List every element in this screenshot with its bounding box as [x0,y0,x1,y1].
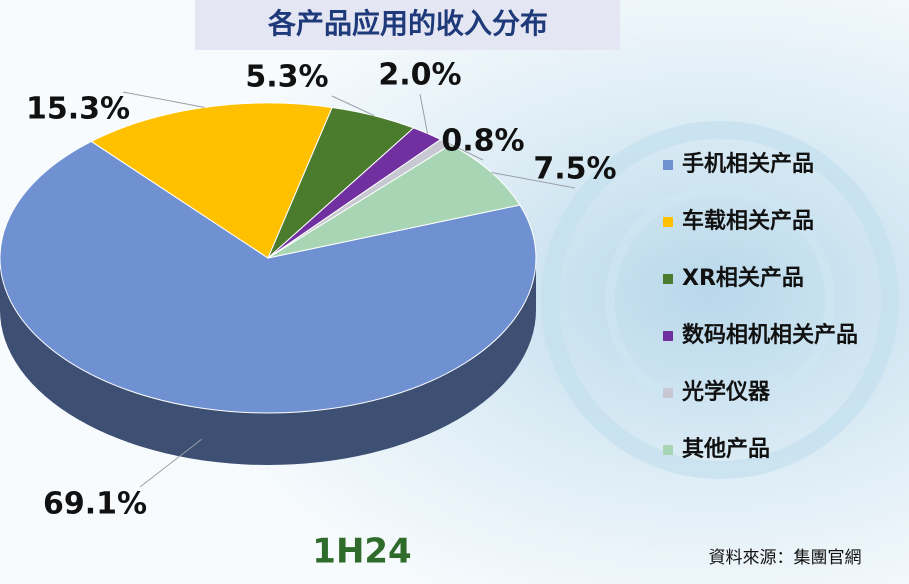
value-label: 69.1% [43,487,147,522]
value-label: 5.3% [245,60,328,95]
legend-label: 光学仪器 [681,379,771,405]
leader-line [445,141,484,161]
legend-swatch [663,331,673,341]
source: 資料來源：集團官網 [709,548,862,568]
legend-label: XR相关产品 [682,266,804,291]
legend-label: 手机相关产品 [682,152,814,177]
slice [90,102,333,259]
chart-title: 各产品应用的收入分布 [267,7,548,40]
leader-line [419,93,428,134]
value-label: 2.0% [378,58,461,93]
decor [541,121,899,479]
legend-swatch [663,217,673,227]
value-label: 0.8% [441,124,524,159]
slice-side [0,258,536,465]
legend-label: 车载相关产品 [682,208,814,234]
title-band [195,0,620,50]
legend-label: 其他产品 [682,437,770,462]
leader-line [491,171,576,189]
leader-line [122,91,205,108]
legend-swatch [663,388,673,398]
value-label: 7.5% [533,152,616,187]
legend-label: 数码相机相关产品 [682,322,858,348]
leader-line [331,95,375,117]
legend-swatch [663,160,673,170]
legend-swatch [663,274,673,284]
decor [605,185,835,415]
slice [0,140,537,414]
value-label: 15.3% [26,92,130,127]
leader-line [139,438,202,488]
legend-swatch [663,445,673,455]
annotation: 1H24 [312,532,411,572]
